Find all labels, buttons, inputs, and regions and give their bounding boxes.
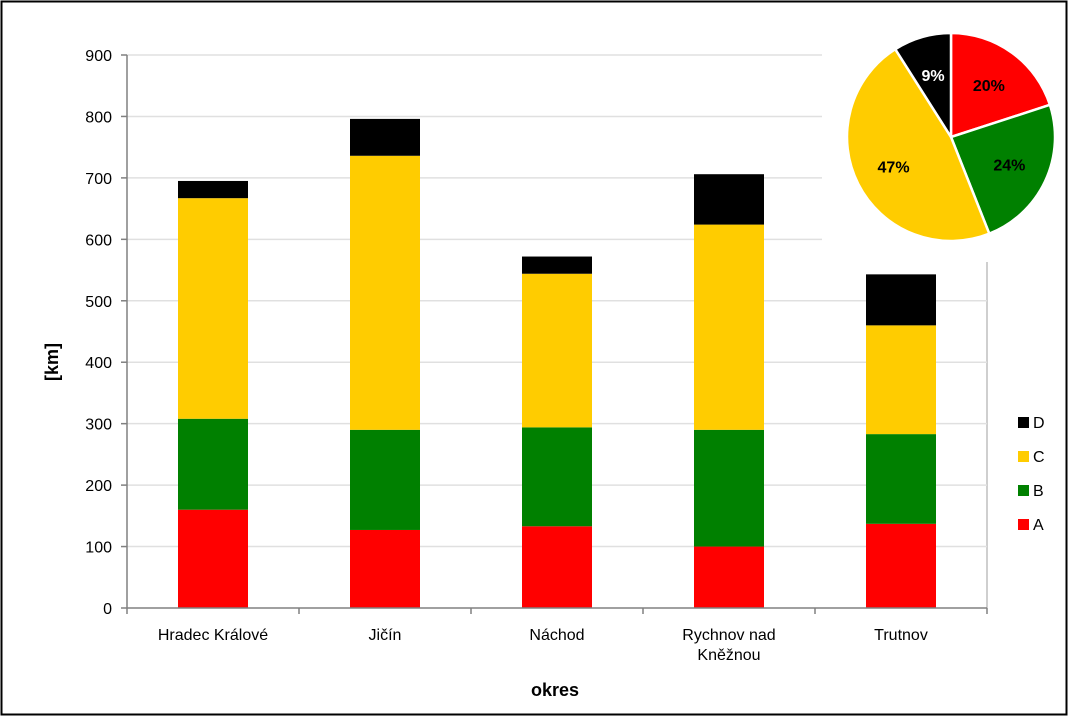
bar-c-0 bbox=[178, 198, 248, 419]
pie-label-d: 9% bbox=[921, 68, 944, 85]
y-tick-label: 0 bbox=[103, 601, 112, 618]
y-tick-label: 900 bbox=[85, 48, 112, 65]
bar-a-2 bbox=[522, 526, 592, 608]
x-tick-label: Jičín bbox=[369, 627, 402, 644]
x-axis-label: okres bbox=[531, 680, 579, 700]
bar-c-2 bbox=[522, 273, 592, 428]
y-tick-label: 500 bbox=[85, 294, 112, 311]
bar-d-3 bbox=[694, 174, 764, 225]
bar-a-0 bbox=[178, 509, 248, 608]
pie-slice-a bbox=[949, 31, 1052, 139]
legend-label-c: C bbox=[1033, 449, 1045, 466]
bar-a-4 bbox=[866, 523, 936, 608]
bar-d-1 bbox=[350, 118, 420, 156]
bars bbox=[178, 118, 936, 608]
bar-c-4 bbox=[866, 325, 936, 435]
axes bbox=[121, 54, 988, 614]
x-tick-label: Náchod bbox=[529, 627, 584, 644]
legend-swatch-b bbox=[1018, 485, 1029, 496]
y-tick-label: 300 bbox=[85, 417, 112, 434]
y-axis-label: [km] bbox=[42, 343, 62, 381]
legend-label-d: D bbox=[1033, 415, 1045, 432]
x-tick-labels: Hradec Králové Jičín Náchod Rychnov nad Kněž… bbox=[158, 627, 928, 664]
y-tick-label: 700 bbox=[85, 171, 112, 188]
bar-c-1 bbox=[350, 155, 420, 430]
bar-d-2 bbox=[522, 256, 592, 274]
pie-label-b: 24% bbox=[993, 157, 1025, 174]
y-tick-label: 800 bbox=[85, 109, 112, 126]
x-tick-label: Hradec Králové bbox=[158, 627, 268, 644]
pie-slice-d bbox=[893, 31, 953, 142]
x-tick-label: Trutnov bbox=[874, 627, 928, 644]
bar-d-0 bbox=[178, 180, 248, 199]
bar-b-4 bbox=[866, 434, 936, 524]
legend-swatch-c bbox=[1018, 451, 1029, 462]
x-tick-label: Rychnov nad Kněžnou bbox=[682, 627, 775, 664]
legend-label-b: B bbox=[1033, 483, 1044, 500]
bar-c-3 bbox=[694, 224, 764, 430]
bar-b-1 bbox=[350, 429, 420, 530]
y-tick-label: 100 bbox=[85, 540, 112, 557]
bar-b-0 bbox=[178, 418, 248, 510]
pie-chart: 20% 24% 47% 9% bbox=[822, 28, 1062, 260]
bar-a-3 bbox=[694, 546, 764, 608]
y-tick-label: 600 bbox=[85, 232, 112, 249]
pie-label-c: 47% bbox=[878, 159, 910, 176]
bar-b-3 bbox=[694, 429, 764, 547]
legend-label-a: A bbox=[1033, 517, 1044, 534]
y-tick-labels: 0 100 200 300 400 500 600 700 800 900 bbox=[85, 48, 112, 618]
y-tick-label: 400 bbox=[85, 355, 112, 372]
legend-swatch-d bbox=[1018, 417, 1029, 428]
bar-d-4 bbox=[866, 274, 936, 326]
legend-swatch-a bbox=[1018, 519, 1029, 530]
bar-a-1 bbox=[350, 529, 420, 608]
y-tick-label: 200 bbox=[85, 478, 112, 495]
pie-slice-c bbox=[845, 47, 991, 243]
pie-label-a: 20% bbox=[973, 78, 1005, 95]
bar-b-2 bbox=[522, 427, 592, 527]
